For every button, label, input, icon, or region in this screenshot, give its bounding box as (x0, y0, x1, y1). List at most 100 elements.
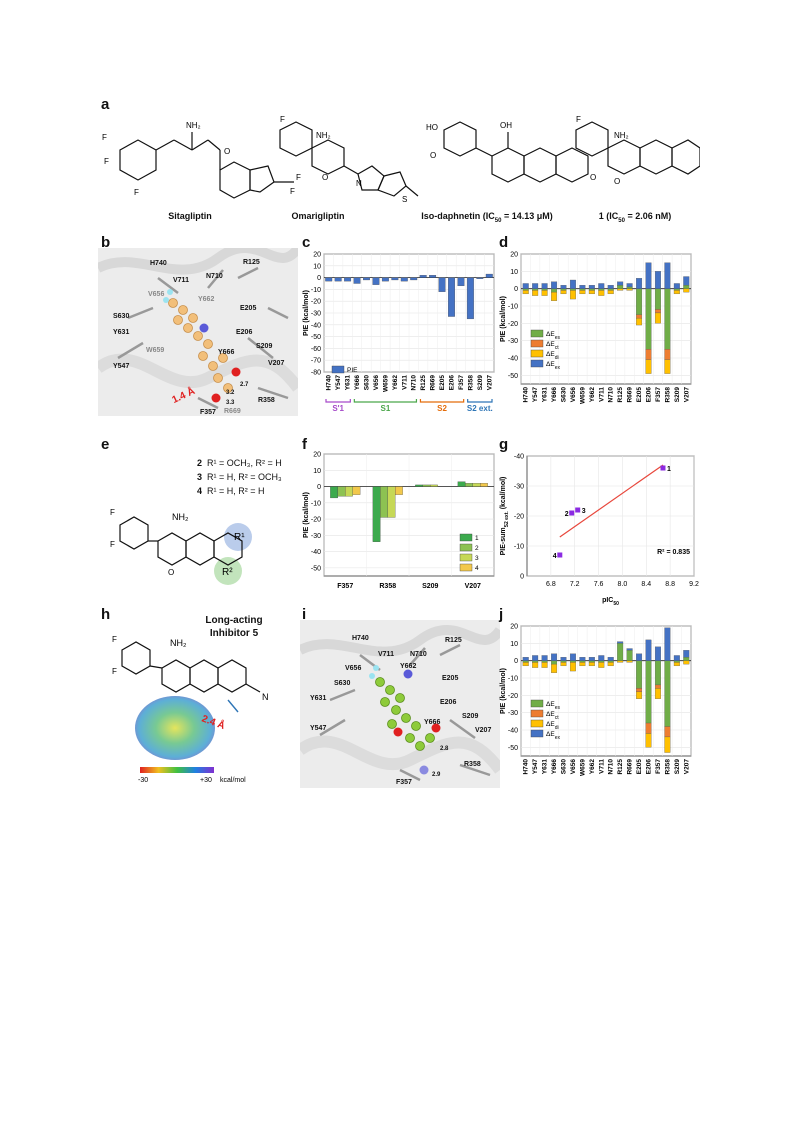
y-tick-label: -20 (508, 321, 518, 328)
x-tick-label: S209 (674, 387, 681, 403)
svg-text:F: F (110, 508, 115, 517)
bar-segment (626, 660, 633, 663)
bar-segment (617, 281, 624, 286)
e-r1: R¹ (234, 532, 245, 543)
substituent-line-4: 4 R¹ = H, R² = H (197, 486, 265, 496)
panel-i-render: H740 V711 N710 R125 V656 Y662 E205 S630 … (300, 625, 500, 786)
h-nitrile-n: N (262, 692, 269, 702)
bar (429, 275, 437, 278)
group-bracket (467, 399, 493, 403)
x-tick-label: Y662 (392, 375, 399, 391)
legend-swatch (530, 729, 544, 738)
bar-segment (673, 662, 680, 667)
x-tick-label: V656 (570, 387, 577, 403)
point-label: 3 (582, 508, 586, 515)
legend-label: PIE (347, 367, 358, 374)
bar-segment (579, 660, 586, 663)
bar-segment (617, 285, 624, 289)
bar-segment (683, 657, 690, 661)
data-point (557, 552, 563, 558)
panel-label-h: h (101, 606, 111, 623)
y-tick-label: -50 (508, 373, 518, 380)
x-tick-label: R669 (627, 759, 634, 775)
bar-segment (560, 657, 567, 661)
bar (352, 486, 361, 495)
bar-segment (626, 283, 633, 288)
bar-segment (532, 662, 539, 668)
panel-label-e: e (101, 436, 110, 453)
bar-segment (673, 288, 680, 291)
bar-segment (636, 314, 643, 319)
point-label: 4 (553, 553, 557, 560)
bar-segment (617, 641, 624, 644)
bar-segment (673, 283, 680, 289)
bar-segment (664, 627, 671, 661)
x-tick-label: 6.8 (546, 581, 556, 588)
legend-label: 4 (475, 565, 479, 572)
bar-segment (636, 660, 643, 689)
bar-segment (569, 288, 576, 291)
bar-segment (532, 288, 539, 291)
b-residue-w659: W659 (146, 347, 164, 354)
bar-segment (579, 288, 586, 291)
svg-text:O: O (430, 151, 436, 160)
bar (410, 277, 418, 281)
h-scale-unit: kcal/mol (220, 777, 246, 784)
bar-segment (664, 736, 671, 753)
svg-text:NH₂: NH₂ (316, 131, 331, 140)
i-residue-f357: F357 (396, 779, 412, 786)
chart-j: 20 10 0 -10 -20 -30 -40 -50 PIE (kcal/mol) H740 Y5… (500, 624, 692, 776)
bar-segment (560, 288, 567, 291)
y-tick-label: 0 (514, 658, 518, 665)
x-tick-label: Y547 (335, 375, 342, 391)
bar-segment (560, 660, 567, 663)
bar-segment (654, 288, 661, 310)
panel-label-f: f (302, 436, 307, 453)
bar-segment (588, 290, 595, 295)
bar-segment (636, 288, 643, 315)
bar-segment (673, 655, 680, 661)
bar-segment (654, 660, 661, 686)
b-residue-f357: F357 (200, 409, 216, 416)
legend-swatch (530, 359, 544, 368)
b-distance-3: 3.3 (226, 400, 235, 406)
x-tick-label: 8.8 (665, 581, 675, 588)
bar-segment (626, 648, 633, 651)
chart-g: 6.8 7.2 7.6 8.0 8.4 8.8 9.2 -40 -30 -20 -10 0 1 2 3 4 R²… (500, 454, 699, 607)
svg-text:NH₂: NH₂ (614, 131, 629, 140)
data-point (569, 510, 575, 516)
substituent-line-3: 3 R¹ = H, R² = OCH₃ (197, 472, 282, 482)
i-residue-h740: H740 (352, 635, 369, 642)
bar-segment (532, 660, 539, 663)
b-residue-v656: V656 (148, 291, 164, 298)
bar-segment (607, 662, 614, 667)
y-tick-label: -20 (514, 514, 524, 521)
group-label: S2 ext. (467, 404, 493, 413)
bar-segment (607, 660, 614, 663)
bar-segment (673, 290, 680, 295)
b-residue-y662: Y662 (198, 296, 214, 303)
x-tick-label: F357 (655, 387, 662, 402)
bar-segment (645, 359, 652, 374)
i-distance-1: 2.8 (440, 746, 449, 752)
bar-segment (645, 262, 652, 289)
x-tick-label: R669 (430, 375, 437, 391)
y-tick-label: -20 (311, 299, 321, 306)
bar-segment (626, 288, 633, 291)
bar-segment (626, 286, 633, 289)
y-tick-label: -30 (508, 710, 518, 717)
bar (372, 486, 381, 542)
compound-1-structure (575, 121, 700, 175)
x-tick-label: E206 (646, 387, 653, 403)
x-tick-label: 7.2 (570, 581, 580, 588)
panel-label-b: b (101, 234, 111, 251)
bar-segment (569, 279, 576, 289)
y-tick-label: -60 (311, 346, 321, 353)
x-tick-label: S209 (674, 759, 681, 775)
bar-segment (522, 657, 529, 661)
bar-segment (645, 349, 652, 360)
y-tick-label: -40 (508, 356, 518, 363)
panel-b-render: H740 V711 N710 R125 V656 Y662 S630 E205 … (98, 248, 298, 416)
point-label: 2 (565, 511, 569, 518)
legend-swatch (459, 533, 473, 542)
